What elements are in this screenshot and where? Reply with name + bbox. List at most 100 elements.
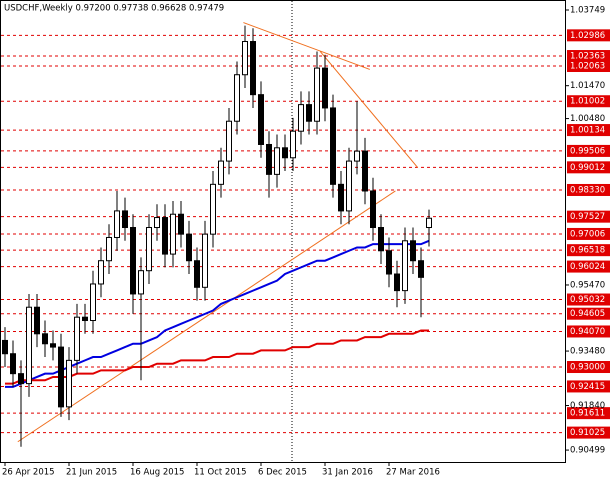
candle-body <box>122 210 128 229</box>
x-tick-label: 11 Oct 2015 <box>194 468 247 478</box>
level-label: 0.94605 <box>570 309 605 319</box>
level-label-box <box>567 144 610 157</box>
level-label: 0.91025 <box>570 428 605 438</box>
level-label-box <box>567 260 610 273</box>
x-tick-label: 21 Jun 2015 <box>66 468 117 478</box>
plot-frame <box>0 0 566 463</box>
candle-body <box>250 41 256 96</box>
level-label: 0.94070 <box>570 327 605 337</box>
level-label-box <box>567 244 610 257</box>
candle-body <box>242 41 248 76</box>
candle-body <box>106 236 112 262</box>
level-label: 0.99506 <box>570 146 605 156</box>
y-tick-label: 0.95470 <box>570 280 605 290</box>
level-label: 0.99012 <box>570 163 605 173</box>
candle-body <box>146 227 152 272</box>
candle-body <box>202 233 208 288</box>
candle-body <box>130 227 136 295</box>
candle-body <box>82 316 88 322</box>
level-label-box <box>567 380 610 393</box>
candle-body <box>186 233 192 262</box>
candle-body <box>226 120 232 162</box>
x-tick-label: 27 Mar 2016 <box>386 468 440 478</box>
moving-average <box>5 239 430 388</box>
candle-body <box>178 213 184 235</box>
candle-body <box>346 160 352 212</box>
moving-average <box>5 329 429 385</box>
candle-body <box>266 143 272 175</box>
candle-body <box>18 373 24 385</box>
level-label: 0.93000 <box>570 363 605 373</box>
candle-body <box>402 240 408 292</box>
y-tick-label: 1.01470 <box>570 81 605 91</box>
level-label-box <box>567 307 610 320</box>
candle-body <box>322 67 328 109</box>
candle-body <box>298 104 304 132</box>
candle-body <box>354 150 360 162</box>
candle-body <box>114 210 120 238</box>
level-label: 0.95032 <box>570 295 605 305</box>
level-label: 0.91611 <box>570 409 605 419</box>
x-tick-label: 16 Aug 2015 <box>130 468 184 478</box>
candle-body <box>218 160 224 185</box>
candle-body <box>50 343 56 348</box>
candle-body <box>98 260 104 285</box>
candle-body <box>290 130 296 159</box>
chart-title: USDCHF,Weekly 0.97200 0.97738 0.96628 0.… <box>4 4 224 14</box>
trendline <box>17 190 396 443</box>
level-label: 0.96024 <box>570 262 605 272</box>
y-tick-label: 0.93480 <box>570 347 605 357</box>
candle-body <box>2 339 8 355</box>
candle-body <box>378 227 384 252</box>
level-label: 0.97006 <box>570 229 605 239</box>
level-label-box <box>567 124 610 137</box>
level-label-box <box>567 29 610 42</box>
level-label: 1.02063 <box>570 61 605 71</box>
level-label-box <box>567 325 610 338</box>
level-label-box <box>567 426 610 439</box>
candle-body <box>34 306 40 335</box>
level-label-box <box>567 50 610 63</box>
level-label-box <box>567 161 610 174</box>
candle-body <box>162 217 168 255</box>
candle-body <box>282 147 288 159</box>
level-label: 0.96518 <box>570 246 605 256</box>
level-label-box <box>567 183 610 196</box>
x-tick-label: 26 Apr 2015 <box>2 468 55 478</box>
candle-body <box>66 359 72 408</box>
y-tick-label: 1.03749 <box>570 5 605 15</box>
trendline <box>319 51 419 169</box>
level-label: 1.02986 <box>570 31 605 41</box>
candle-body <box>170 213 176 255</box>
level-label: 1.00134 <box>570 126 605 136</box>
candle-body <box>330 107 336 185</box>
candle-body <box>10 353 16 375</box>
level-label: 0.97527 <box>570 212 605 222</box>
y-tick-label: 0.90499 <box>570 446 605 456</box>
candle-body <box>394 273 400 292</box>
level-label: 1.01002 <box>570 97 605 107</box>
level-label-box <box>567 293 610 306</box>
level-label-box <box>567 59 610 72</box>
level-label-box <box>567 407 610 420</box>
candle-body <box>386 250 392 275</box>
x-tick-label: 6 Dec 2015 <box>258 468 307 478</box>
candle-body <box>362 150 368 192</box>
trendline <box>243 22 370 70</box>
level-label-box <box>567 210 610 223</box>
candle-body <box>42 333 48 345</box>
level-label-box <box>567 361 610 374</box>
candle-body <box>138 270 144 295</box>
candle-body <box>154 217 160 229</box>
candle-body <box>410 240 416 262</box>
candle-body <box>210 183 216 235</box>
candle-body <box>338 183 344 212</box>
level-label: 0.98330 <box>570 185 605 195</box>
level-label: 0.92415 <box>570 382 605 392</box>
x-tick-label: 31 Jan 2016 <box>322 468 373 478</box>
level-label-box <box>567 95 610 108</box>
candle-body <box>90 283 96 322</box>
candle-body <box>194 260 200 288</box>
